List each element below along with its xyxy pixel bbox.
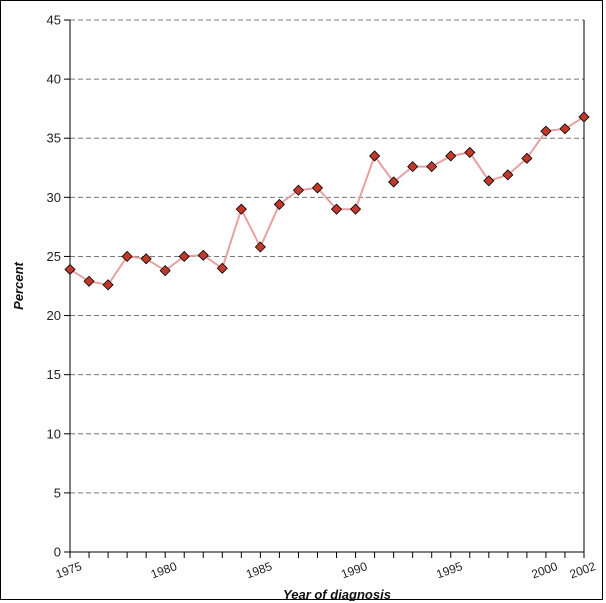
- data-point-1978: [121, 250, 133, 263]
- data-point-2001: [559, 123, 571, 135]
- y-tick-label-35: 35: [47, 131, 61, 146]
- x-tick-label-1975: 1975: [54, 559, 84, 581]
- data-point-1975: [64, 263, 76, 276]
- data-point-1989: [330, 203, 343, 215]
- data-point-1994: [426, 161, 438, 173]
- data-point-1992: [388, 176, 400, 188]
- y-tick-label-45: 45: [47, 13, 61, 28]
- y-tick-label-10: 10: [47, 426, 61, 441]
- y-axis-ticks: 0 5 10 15 20 25 30 35 40 45: [47, 13, 70, 560]
- x-tick-label-1995: 1995: [434, 559, 464, 581]
- data-point-1999: [521, 152, 533, 164]
- y-tick-label-20: 20: [47, 308, 61, 323]
- data-point-1983: [216, 262, 228, 274]
- data-point-1990: [349, 203, 362, 215]
- data-point-1988: [311, 182, 324, 194]
- data-series: [64, 111, 590, 291]
- x-tick-label-2000: 2000: [530, 559, 560, 581]
- data-point-1987: [292, 184, 305, 196]
- x-tick-label-1980: 1980: [149, 559, 179, 581]
- y-tick-label-0: 0: [54, 545, 61, 560]
- x-axis-label: Year of diagnosis: [283, 587, 391, 601]
- data-point-1977: [102, 279, 114, 291]
- y-tick-label-25: 25: [47, 249, 61, 264]
- data-point-1995: [445, 150, 457, 162]
- data-point-1997: [483, 175, 495, 187]
- y-axis-label: Percent: [11, 261, 26, 309]
- data-point-1985: [254, 241, 266, 253]
- x-tick-label-1985: 1985: [244, 559, 274, 581]
- data-point-1981: [178, 250, 190, 263]
- y-tick-label-15: 15: [47, 367, 61, 382]
- data-point-1986: [273, 198, 285, 210]
- x-axis-ticks: 1975 1980 1985 1990 1995 2000 2002: [54, 552, 598, 581]
- data-point-1998: [502, 169, 514, 181]
- y-tick-label-40: 40: [47, 72, 61, 87]
- y-tick-label-5: 5: [54, 485, 61, 500]
- data-point-1996: [464, 146, 476, 158]
- data-point-1982: [197, 249, 209, 261]
- data-point-2000: [540, 125, 552, 137]
- grid-lines: [70, 19, 584, 494]
- x-tick-label-1990: 1990: [339, 559, 369, 581]
- y-tick-label-30: 30: [47, 190, 61, 205]
- data-point-1991: [369, 150, 381, 162]
- data-point-2002: [578, 111, 590, 123]
- series-line-0: [69, 116, 585, 286]
- x-tick-label-2002: 2002: [568, 559, 598, 581]
- data-point-1993: [407, 161, 419, 173]
- data-point-1984: [235, 203, 247, 215]
- data-point-1979: [140, 253, 152, 265]
- data-point-1980: [159, 265, 171, 277]
- axes: [69, 20, 585, 553]
- data-point-1976: [83, 275, 95, 287]
